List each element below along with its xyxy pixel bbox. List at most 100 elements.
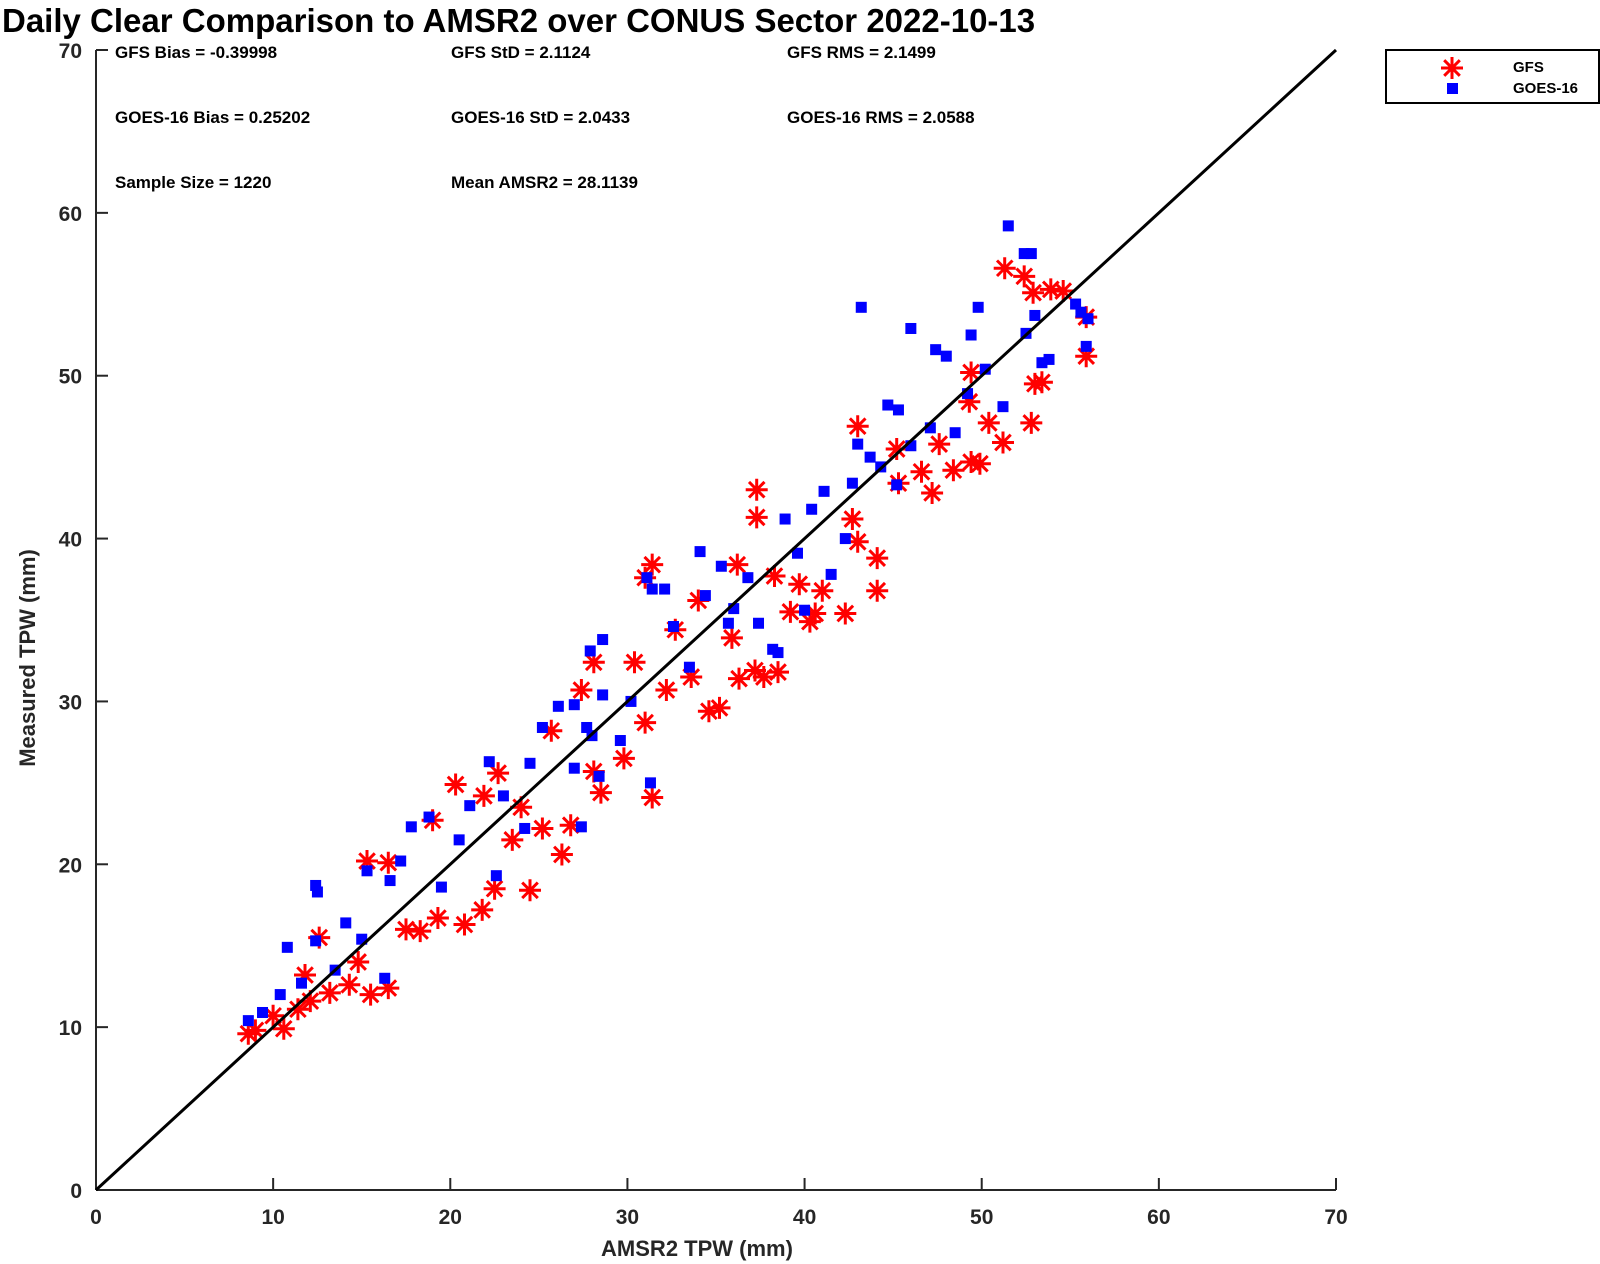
gfs-point [811, 579, 834, 602]
gfs-point [1039, 278, 1062, 301]
goes-16-point [852, 438, 864, 450]
gfs-point [866, 579, 889, 602]
gfs-point [531, 817, 554, 840]
gfs-point [1023, 372, 1046, 395]
gfs-point [377, 977, 400, 1000]
goes-16-point [646, 583, 658, 595]
gfs-bias-text: GFS Bias = -0.39998 [115, 43, 277, 62]
gfs-point [286, 998, 309, 1021]
goes-16-point [242, 1015, 254, 1027]
gfs-point [612, 747, 635, 770]
gfs-point [1030, 371, 1053, 394]
goes-16-point [497, 790, 509, 802]
gfs-point [299, 990, 322, 1013]
goes-16-point [584, 645, 596, 657]
gfs-point [942, 459, 965, 482]
gfs-point [377, 851, 400, 874]
gfs-point [846, 530, 869, 553]
goes-16-point [799, 604, 811, 616]
gfs-point [910, 460, 933, 483]
goes-16-point [728, 603, 740, 615]
gfs-point [338, 973, 361, 996]
gfs-rms-text: GFS RMS = 2.1499 [787, 43, 936, 62]
x-tick-label: 30 [616, 1206, 639, 1229]
legend-goes-square-icon [1447, 83, 1458, 94]
x-tick-label: 60 [1147, 1206, 1170, 1229]
goes-16-point [905, 440, 917, 452]
gfs-point [395, 918, 417, 941]
gfs-point [471, 898, 494, 921]
goes-16-point [722, 617, 734, 629]
goes-16-point [1002, 220, 1014, 232]
goes-16-point [295, 977, 307, 989]
gfs-point [589, 781, 612, 804]
goes-16-point [1025, 248, 1037, 260]
gfs-series [237, 257, 1098, 1045]
goes-16-point [395, 855, 407, 867]
gfs-point [708, 696, 731, 719]
gfs-point [559, 814, 582, 837]
goes-16-point [310, 935, 322, 947]
x-tick-label: 50 [970, 1206, 993, 1229]
goes-16-point [340, 917, 352, 929]
legend-gfs-label: GFS [1513, 59, 1544, 76]
goes-16-point [864, 451, 876, 463]
x-axis-label: AMSR2 TPW (mm) [601, 1236, 793, 1261]
sample-size-text: Sample Size = 1220 [115, 173, 271, 192]
gfs-point [501, 828, 524, 851]
legend-gfs-asterisk-icon [1441, 57, 1463, 79]
goes-16-point [753, 617, 765, 629]
goes-16-point [659, 583, 671, 595]
y-tick-label: 60 [59, 203, 82, 226]
gfs-point [550, 843, 573, 866]
goes-16-point [699, 590, 711, 602]
goes-16-point [274, 989, 286, 1001]
x-tick-label: 20 [439, 1206, 462, 1229]
goes-16-point [962, 388, 974, 400]
gfs-point [634, 711, 657, 734]
gfs-point [752, 666, 775, 688]
gfs-point [1020, 411, 1043, 434]
gfs-point [745, 506, 768, 529]
gfs-point [804, 602, 827, 625]
gfs-point [745, 478, 768, 501]
gfs-point [1022, 281, 1045, 304]
gfs-std-text: GFS StD = 2.1124 [451, 43, 591, 62]
gfs-point [483, 877, 506, 900]
goes-16-point [839, 533, 851, 545]
y-tick-label: 40 [59, 529, 82, 552]
goes-16-point [818, 485, 830, 497]
gfs-point [1052, 280, 1075, 302]
goes-16-point [257, 1006, 269, 1018]
goes-16-point [519, 822, 531, 834]
goes-16-point [379, 972, 391, 984]
gfs-point [885, 438, 908, 460]
gfs-point [519, 879, 541, 902]
goes-16-point [536, 721, 548, 733]
goes-16-point [924, 422, 936, 434]
goes-16-point [683, 661, 695, 673]
gfs-point [846, 415, 869, 438]
goes-16-point [641, 572, 653, 584]
goes-16-point [311, 886, 323, 898]
gfs-point [788, 573, 811, 596]
legend-gfs-asterisk-shape [1441, 57, 1463, 79]
goes-16-point [310, 879, 322, 891]
one-to-one-line [94, 48, 1338, 1192]
goes-16-point [524, 757, 536, 769]
x-tick-label: 70 [1324, 1206, 1347, 1229]
gfs-point [680, 666, 703, 688]
gfs-point [426, 907, 449, 929]
goes-16-point [568, 699, 580, 711]
gfs-point [866, 547, 889, 570]
y-tick-label: 10 [59, 1017, 82, 1040]
gfs-point [570, 679, 593, 701]
goes-16-point [965, 329, 977, 341]
gfs-point [262, 1004, 285, 1027]
goes-16-point [597, 634, 609, 646]
goes-16-point [949, 427, 961, 439]
goes-16-point [593, 770, 605, 782]
gfs-point [968, 452, 991, 475]
gfs-point [1075, 345, 1098, 368]
x-tick-label: 10 [261, 1206, 284, 1229]
